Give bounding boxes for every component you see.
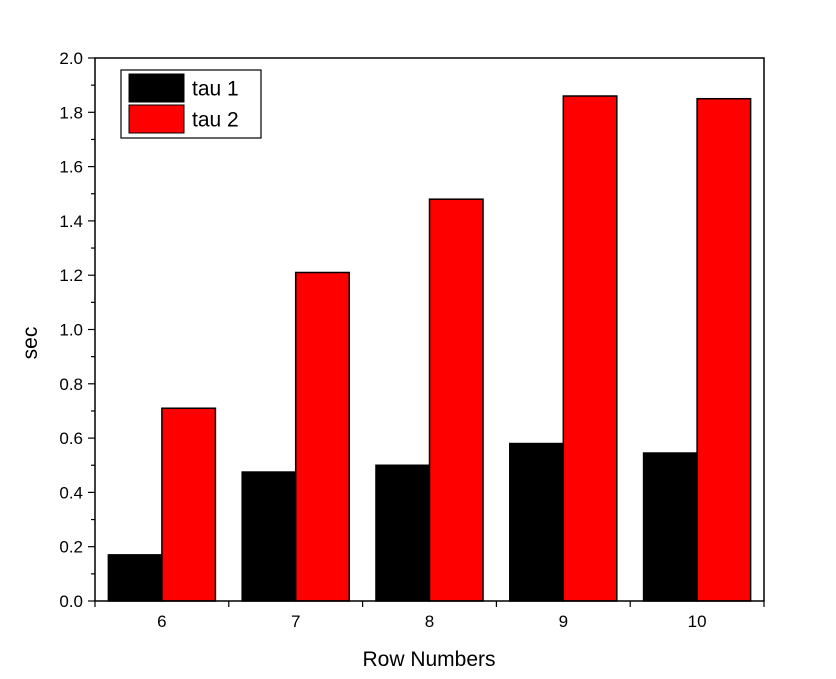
x-tick-label: 9	[559, 612, 568, 631]
y-tick-label: 1.2	[59, 266, 83, 285]
y-tick-label: 2.0	[59, 49, 83, 68]
x-tick-label: 10	[688, 612, 707, 631]
bar-tau-1-8	[375, 464, 431, 602]
y-tick-label: 0.8	[59, 375, 83, 394]
legend-label-tau-2: tau 2	[192, 109, 239, 132]
y-tick-label: 1.0	[59, 321, 83, 340]
y-tick-label: 0.4	[59, 483, 83, 502]
x-tick-label: 7	[291, 612, 300, 631]
y-tick-label: 0.6	[59, 429, 83, 448]
y-tick-label: 1.8	[59, 103, 83, 122]
legend: tau 1 tau 2	[120, 69, 262, 139]
bar-tau-1-6	[107, 554, 163, 602]
legend-label-tau-1: tau 1	[192, 78, 239, 101]
y-axis-label: sec	[19, 327, 42, 360]
bar-tau-1-10	[642, 452, 698, 602]
y-tick-label: 0.2	[59, 538, 83, 557]
bars-group	[107, 95, 752, 602]
legend-swatch-tau-1	[128, 73, 185, 103]
bar-tau-2-6	[161, 407, 217, 602]
x-tick-label: 8	[425, 612, 434, 631]
bar-tau-2-10	[696, 97, 752, 602]
bar-tau-1-9	[509, 442, 565, 602]
bar-tau-2-8	[428, 198, 484, 602]
x-axis-label: Row Numbers	[362, 648, 495, 671]
bar-tau-2-9	[562, 95, 618, 602]
x-tick-label: 6	[157, 612, 166, 631]
bar-tau-1-7	[241, 471, 297, 602]
y-tick-label: 1.4	[59, 212, 83, 231]
bar-tau-2-7	[294, 271, 350, 602]
y-tick-label: 1.6	[59, 158, 83, 177]
legend-swatch-tau-2	[128, 104, 185, 134]
y-tick-label: 0.0	[59, 592, 83, 611]
axes-group: 0.0 0.2 0.4 0.6 0.8 1.0 1.2 1.4 1.6 1.8 2.0 6 7 8 9 10	[59, 49, 765, 631]
